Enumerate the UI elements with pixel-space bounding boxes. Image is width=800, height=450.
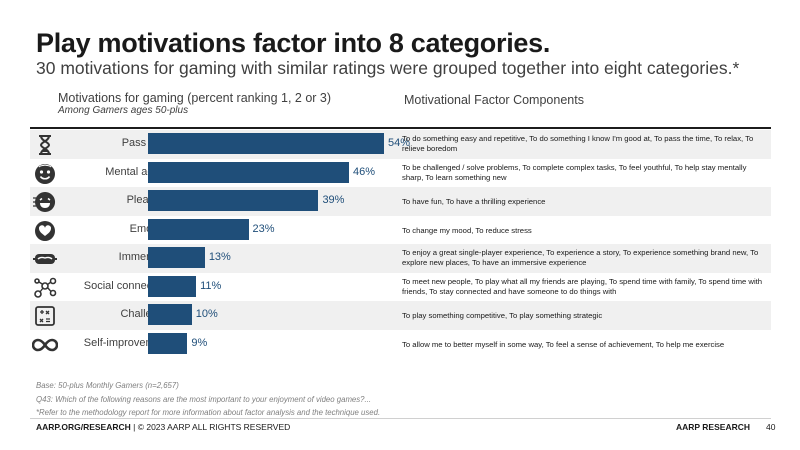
footer-copyright: AARP.ORG/RESEARCH | © 2023 AARP ALL RIGH… <box>36 422 290 432</box>
footer-brand: AARP RESEARCH <box>676 422 750 432</box>
note-question: Q43: Which of the following reasons are … <box>36 395 372 404</box>
table-row: Pleasure39%To have fun, To have a thrill… <box>30 187 771 216</box>
bar <box>148 133 384 154</box>
bar <box>148 161 350 183</box>
bar-value-label: 54% <box>388 137 411 149</box>
page-number: 40 <box>766 422 776 432</box>
network-icon <box>32 275 58 299</box>
bar <box>148 218 249 240</box>
hourglass-icon <box>32 132 58 156</box>
bar <box>148 332 188 354</box>
table-row: Mental acuity 46% To be challenged / solve… <box>30 159 771 188</box>
table-row: Self-improvement 9% To allow me to better … <box>30 330 771 359</box>
component-description: To allow me to better myself in some way… <box>402 339 725 349</box>
bar <box>148 275 197 297</box>
brain-face-icon <box>32 161 58 185</box>
bar-value-label: 11% <box>200 279 222 292</box>
component-description: To do something easy and repetitive, To … <box>402 134 754 153</box>
bar-value-label: 13% <box>208 251 231 263</box>
bar-value-label: 23% <box>252 222 275 235</box>
component-description: To meet new people, To play what all my … <box>402 276 763 296</box>
bar-value-label: 39% <box>322 194 345 206</box>
bar-value-label: 10% <box>195 308 218 320</box>
note-base: Base: 50-plus Monthly Gamers (n=2,657) <box>36 381 179 390</box>
component-description: To play something competitive, To play s… <box>402 311 603 320</box>
component-description: To change my mood, To reduce stress <box>402 225 532 235</box>
bar <box>148 304 192 325</box>
bar <box>148 247 205 268</box>
laughing-face-icon <box>32 189 58 213</box>
chart-title: Motivations for gaming (percent ranking … <box>58 91 332 105</box>
heart-icon <box>32 218 58 242</box>
bar <box>148 190 319 211</box>
table-row: Immersion 13% To enjoy a great single-play… <box>30 244 771 273</box>
page-title: Play motivations factor into 8 categorie… <box>36 28 551 58</box>
page-subtitle: 30 motivations for gaming with similar r… <box>36 58 740 78</box>
table-top-rule <box>30 127 771 129</box>
table-row: Pass time 54% To do something easy and rep… <box>30 130 771 159</box>
component-description: To have fun, To have a thrilling experie… <box>402 197 546 206</box>
table-row: Challenge 10% To play something competitiv… <box>30 301 771 330</box>
chart-subtitle: Among Gamers ages 50-plus <box>58 105 189 116</box>
footer-rights: | © 2023 AARP ALL RIGHTS RESERVED <box>130 422 291 432</box>
components-title: Motivational Factor Components <box>404 93 584 107</box>
vr-headset-icon <box>32 246 58 270</box>
bar-value-label: 9% <box>191 336 208 349</box>
note-refer: *Refer to the methodology report for mor… <box>36 408 381 417</box>
component-description: To enjoy a great single-player experienc… <box>402 248 759 267</box>
infinity-icon <box>31 332 59 356</box>
table-row: Social connection 11% To meet new people, … <box>30 273 771 302</box>
table-row: Emotion23%To change my mood, To reduce s… <box>30 216 771 245</box>
puzzle-icon <box>32 303 58 327</box>
component-description: To be challenged / solve problems, To co… <box>402 162 747 182</box>
bar-value-label: 46% <box>353 165 376 178</box>
footer-site-link[interactable]: AARP.ORG/RESEARCH <box>36 422 131 432</box>
footer-divider <box>30 418 771 419</box>
